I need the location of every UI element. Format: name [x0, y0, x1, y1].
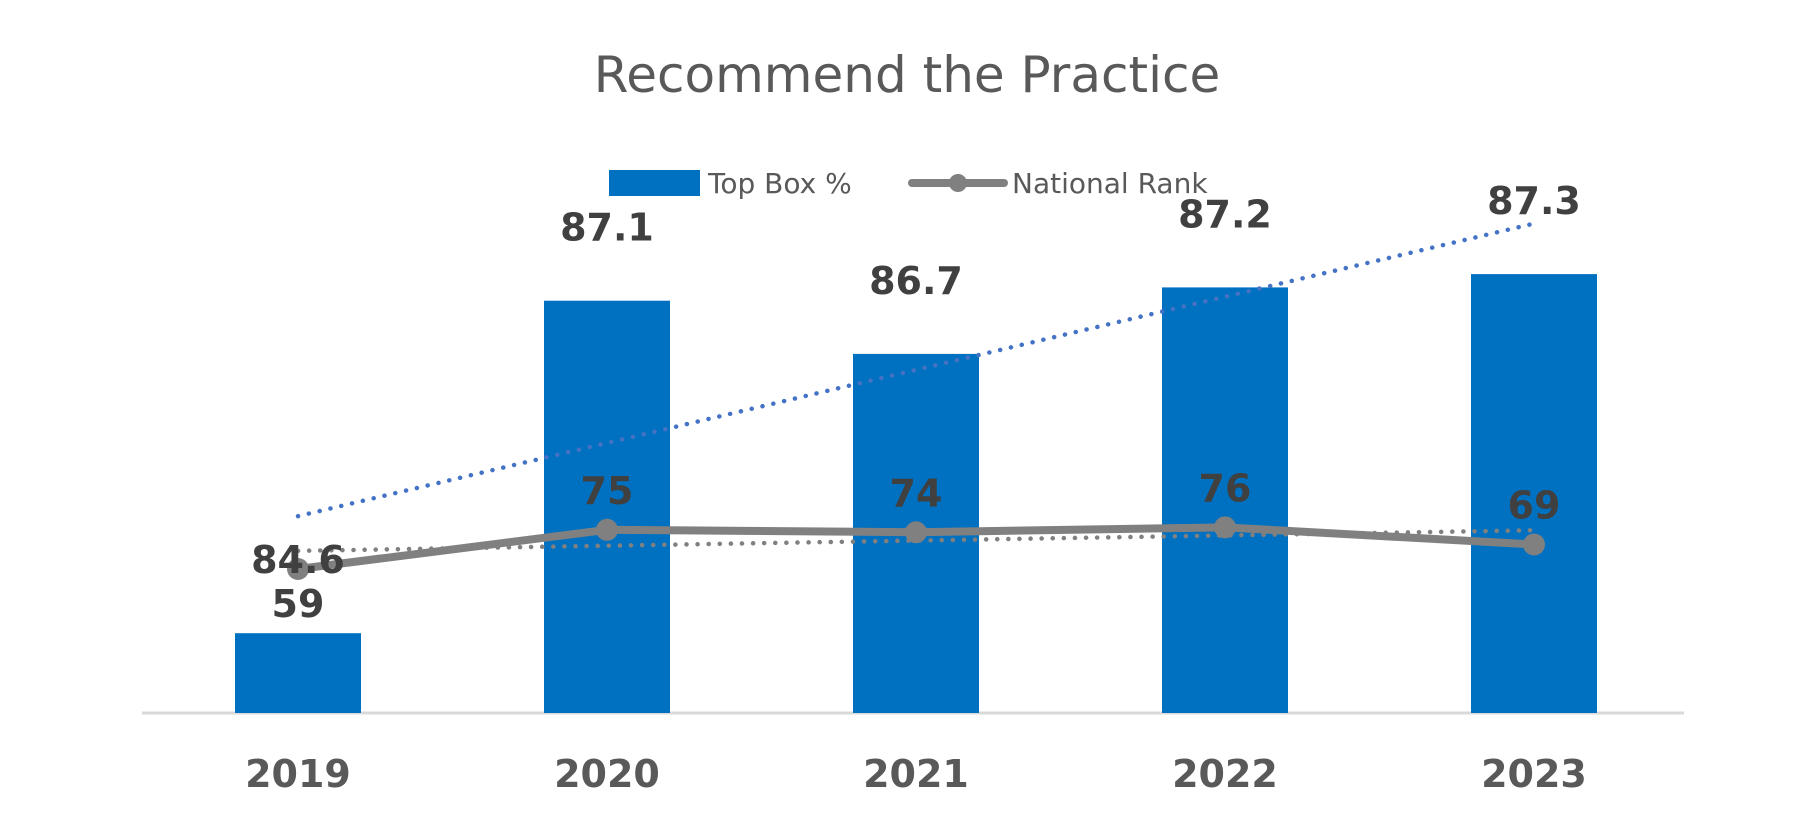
data-label-top-box: 87.3: [1487, 179, 1581, 223]
national-rank-point-2020: [596, 518, 618, 541]
data-label-national-rank: 76: [1199, 466, 1252, 510]
legend-bar-swatch: [609, 170, 700, 196]
bar-2023: [1471, 274, 1597, 713]
data-label-top-box: 84.6: [251, 538, 345, 582]
data-label-national-rank: 59: [272, 582, 325, 626]
legend-line-marker: [949, 174, 967, 192]
legend-label-national-rank: National Rank: [1012, 167, 1208, 200]
x-tick-label: 2019: [245, 752, 351, 796]
data-labels: 84.6 87.1 86.7 87.2 87.3 59 75 74 76 69: [251, 179, 1581, 626]
data-label-top-box: 87.2: [1178, 192, 1272, 236]
trendline-top-box: [295, 221, 1537, 519]
national-rank-point-2022: [1214, 516, 1236, 539]
national-rank-point-2019: [287, 558, 309, 580]
data-label-top-box: 86.7: [869, 259, 963, 303]
bar-2020: [544, 300, 670, 713]
line-series: [287, 516, 1545, 580]
data-label-national-rank: 69: [1508, 484, 1561, 528]
chart-title: Recommend the Practice: [594, 46, 1221, 104]
x-tick-label: 2023: [1481, 752, 1587, 796]
legend-label-top-box: Top Box %: [707, 167, 852, 200]
legend: Top Box % National Rank: [609, 167, 1208, 200]
data-label-national-rank: 75: [581, 469, 634, 513]
national-rank-point-2023: [1523, 533, 1545, 556]
bar-2019: [235, 633, 361, 713]
data-label-top-box: 87.1: [560, 206, 654, 250]
x-tick-label: 2021: [863, 752, 969, 796]
data-label-national-rank: 74: [890, 471, 943, 515]
national-rank-point-2021: [905, 521, 927, 544]
x-tick-label: 2020: [554, 752, 660, 796]
x-axis-ticks: 2019 2020 2021 2022 2023: [245, 752, 1587, 796]
x-tick-label: 2022: [1172, 752, 1278, 796]
bar-2022: [1162, 287, 1288, 713]
